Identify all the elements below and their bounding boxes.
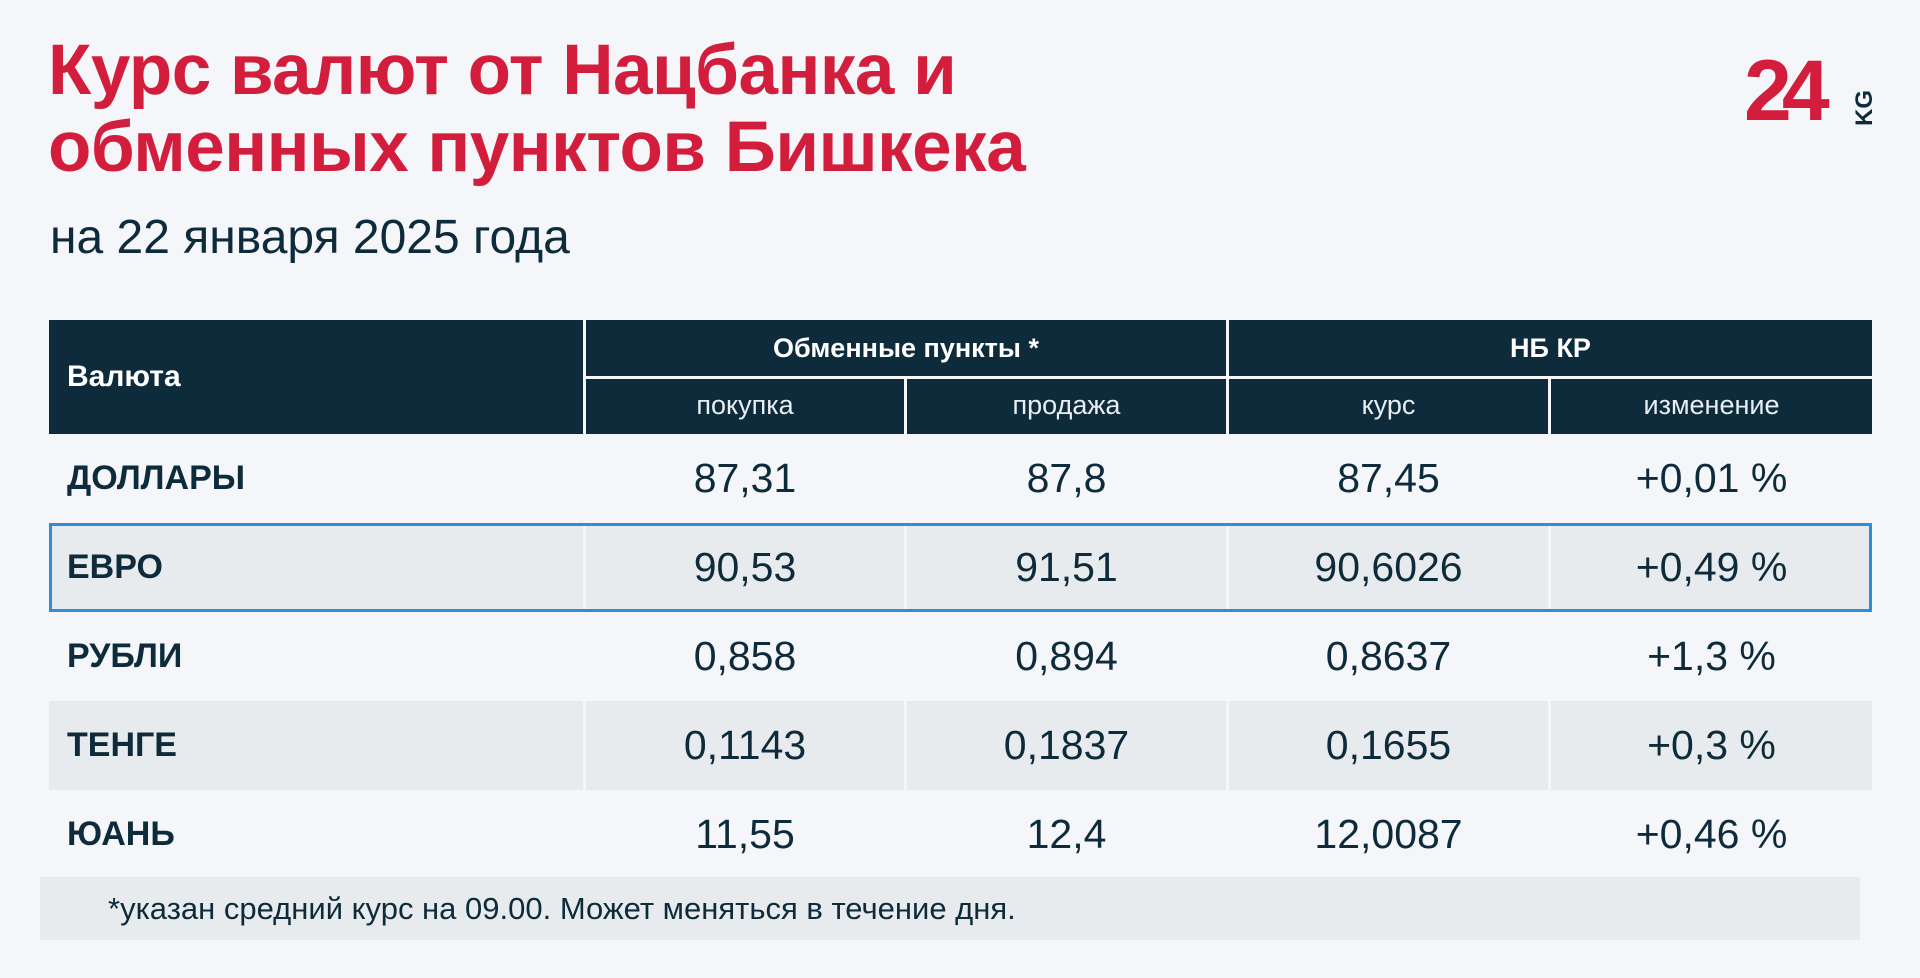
sell-value: 87,8 — [1026, 455, 1107, 501]
rate-value: 90,6026 — [1314, 544, 1463, 590]
sell-value: 0,894 — [1015, 633, 1118, 679]
sell-value: 0,1837 — [1003, 722, 1130, 768]
column-divider — [1548, 612, 1551, 701]
column-divider — [904, 523, 907, 612]
column-divider — [1226, 434, 1229, 523]
footnote: *указан средний курс на 09.00. Может мен… — [40, 877, 1860, 940]
change-value: +0,49 % — [1635, 544, 1788, 590]
header-currency: Валюта — [67, 360, 181, 393]
column-divider — [1226, 790, 1229, 879]
header-sell: продажа — [1012, 390, 1121, 420]
buy-value: 90,53 — [693, 544, 797, 590]
buy-value: 11,55 — [695, 811, 795, 857]
change-value: +0,46 % — [1635, 811, 1788, 857]
currency-name: ДОЛЛАРЫ — [67, 459, 246, 497]
header-divider — [1548, 377, 1551, 434]
table-header: Валюта Обменные пункты * НБ КР покупка п… — [49, 320, 1872, 434]
column-divider — [1548, 701, 1551, 790]
column-divider — [583, 701, 586, 790]
24kg-logo-icon: 24 KG — [1744, 48, 1878, 128]
header-nb-kr: НБ КР — [1510, 333, 1591, 363]
table-row-euro: ЕВРО 90,53 91,51 90,6026 +0,49 % — [49, 523, 1872, 612]
buy-value: 87,31 — [693, 455, 797, 501]
rate-value: 0,1655 — [1325, 722, 1452, 768]
date-subtitle: на 22 января 2025 года — [50, 211, 570, 264]
sell-value: 91,51 — [1015, 544, 1118, 590]
currency-name: ТЕНГЕ — [67, 726, 177, 764]
column-divider — [904, 612, 907, 701]
column-divider — [583, 612, 586, 701]
column-divider — [1226, 612, 1229, 701]
title-line-2: обменных пунктов Бишкека — [48, 108, 1026, 187]
currency-name: ЮАНЬ — [67, 815, 175, 853]
column-divider — [1548, 434, 1551, 523]
header-change: изменение — [1643, 390, 1780, 420]
title-line-1: Курс валют от Нацбанка и — [48, 31, 957, 110]
column-divider — [1226, 701, 1229, 790]
header-divider — [583, 320, 586, 434]
column-divider — [1226, 523, 1229, 612]
column-divider — [904, 701, 907, 790]
table-row-tenge: ТЕНГЕ 0,1143 0,1837 0,1655 +0,3 % — [49, 701, 1872, 790]
column-divider — [583, 434, 586, 523]
column-divider — [583, 790, 586, 879]
page-title: Курс валют от Нацбанка и обменных пункто… — [48, 31, 1026, 187]
currency-name: РУБЛИ — [67, 637, 183, 675]
change-value: +0,3 % — [1647, 722, 1776, 768]
change-value: +0,01 % — [1635, 455, 1788, 501]
buy-value: 0,858 — [693, 633, 797, 679]
header-exchange-points: Обменные пункты * — [773, 333, 1039, 363]
header-divider — [904, 377, 907, 434]
sell-value: 12,4 — [1026, 811, 1107, 857]
table-row-rubles: РУБЛИ 0,858 0,894 0,8637 +1,3 % — [49, 612, 1872, 701]
column-divider — [904, 790, 907, 879]
table-row-dollars: ДОЛЛАРЫ 87,31 87,8 87,45 +0,01 % — [49, 434, 1872, 523]
column-divider — [1548, 790, 1551, 879]
header-rate: курс — [1361, 390, 1416, 420]
column-divider — [904, 434, 907, 523]
rate-value: 12,0087 — [1314, 811, 1463, 857]
table-body: ДОЛЛАРЫ 87,31 87,8 87,45 +0,01 % ЕВРО 90… — [49, 434, 1872, 879]
column-divider — [1548, 523, 1551, 612]
change-value: +1,3 % — [1647, 633, 1776, 679]
header-buy: покупка — [696, 390, 794, 420]
logo-text: KG — [1851, 90, 1878, 126]
rate-value: 87,45 — [1337, 455, 1440, 501]
logo-number: 24 — [1744, 48, 1830, 128]
table-row-yuan: ЮАНЬ 11,55 12,4 12,0087 +0,46 % — [49, 790, 1872, 879]
currency-name: ЕВРО — [67, 548, 163, 586]
rate-value: 0,8637 — [1325, 633, 1452, 679]
column-divider — [583, 523, 586, 612]
header-divider — [586, 376, 1872, 379]
buy-value: 0,1143 — [683, 722, 807, 768]
currency-table: Валюта Обменные пункты * НБ КР покупка п… — [49, 320, 1872, 879]
